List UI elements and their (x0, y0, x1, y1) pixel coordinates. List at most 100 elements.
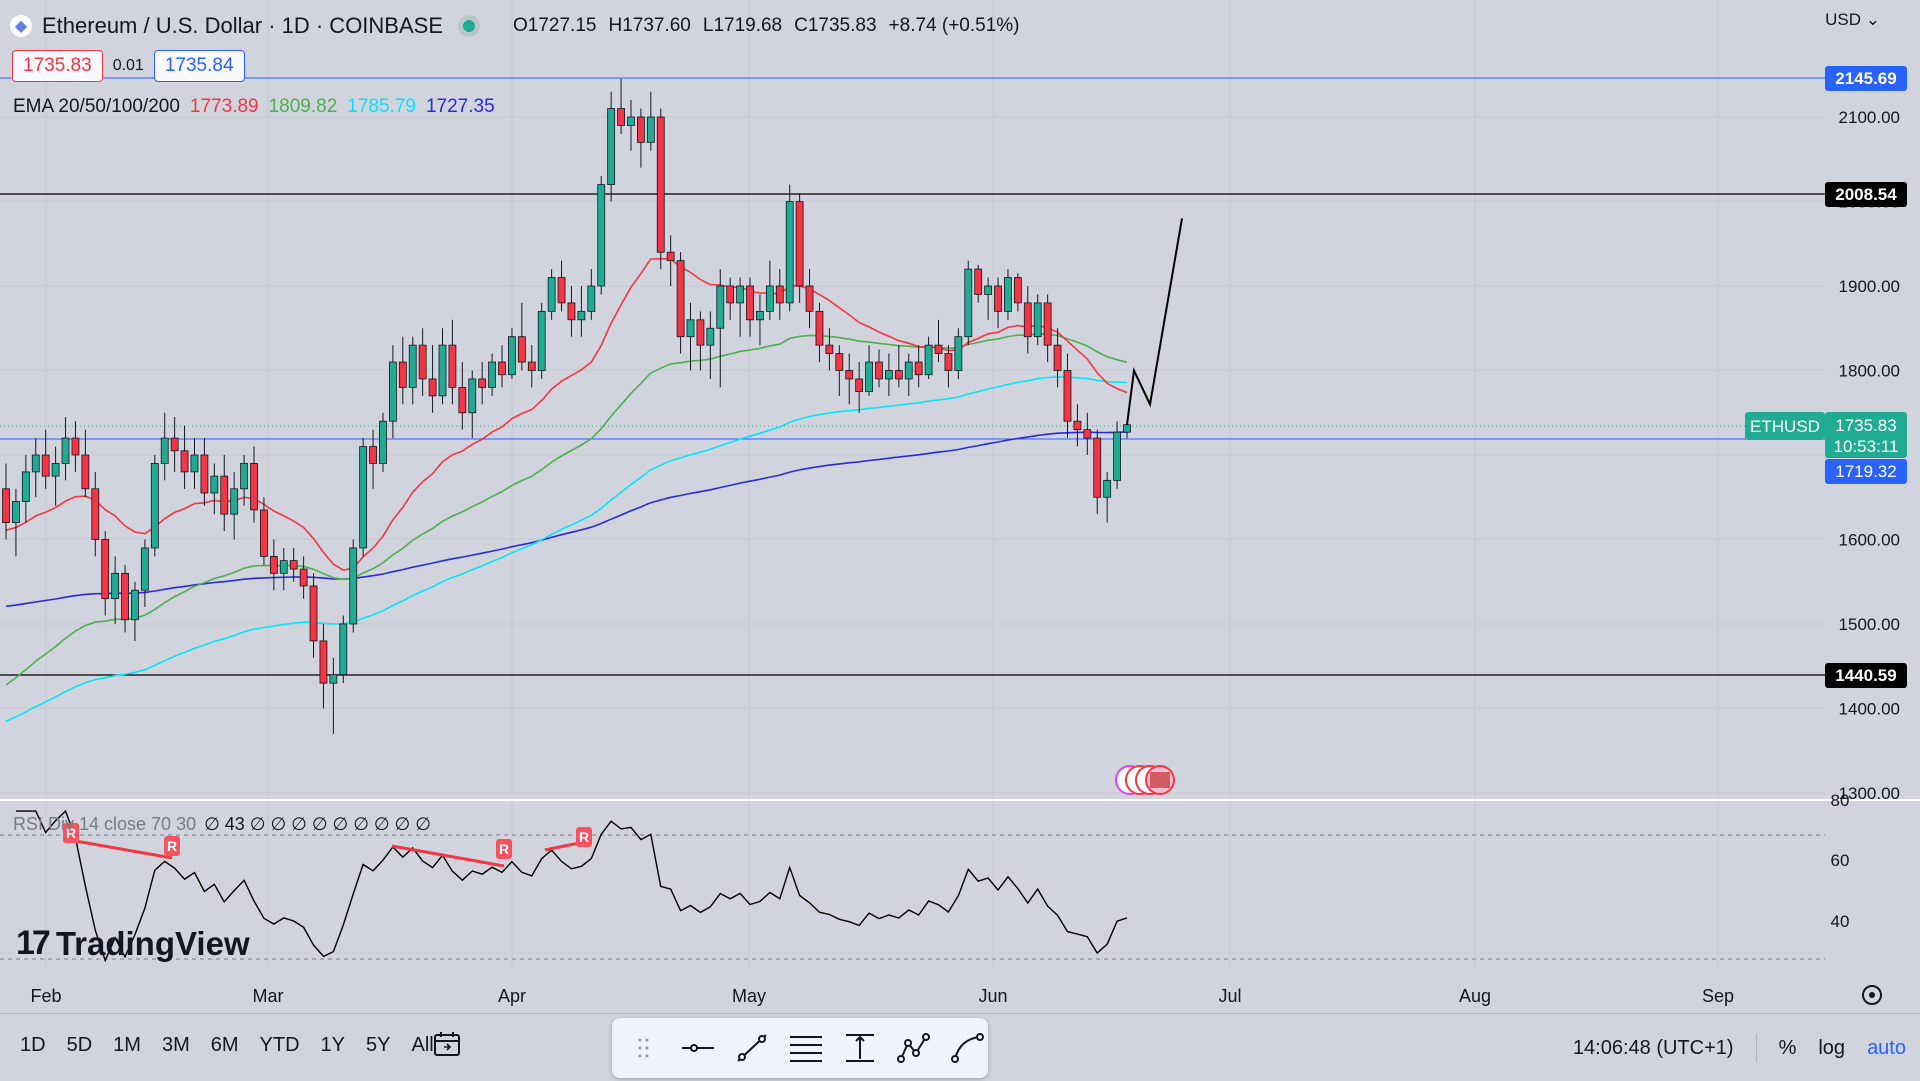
candle (428, 345, 437, 413)
price-tag-2145: 2145.69 (1825, 66, 1907, 91)
candle (369, 429, 377, 489)
candle (329, 657, 338, 734)
candle (567, 286, 576, 337)
percent-toggle[interactable]: % (1778, 1036, 1797, 1059)
pattern-tool-icon[interactable] (894, 1027, 934, 1069)
economic-events-icon[interactable] (1115, 765, 1175, 795)
auto-toggle[interactable]: auto (1867, 1036, 1906, 1059)
candle (944, 345, 953, 388)
rsi-marker-label: R (66, 825, 76, 841)
ema-legend[interactable]: EMA 20/50/100/200 1773.89 1809.82 1785.7… (13, 96, 495, 118)
candle (716, 269, 725, 388)
separator (1755, 1034, 1757, 1062)
clock-display[interactable]: 14:06:48 (UTC+1) (1572, 1036, 1734, 1059)
candle (885, 353, 893, 396)
last-price-tag: 1735.83 10:53:11 (1825, 412, 1907, 458)
buy-button[interactable]: 1735.84 (153, 50, 245, 82)
ema200-value: 1727.35 (425, 96, 495, 117)
sell-button[interactable]: 1735.83 (12, 50, 103, 82)
candle (666, 235, 675, 286)
time-axis-label: Mar (253, 986, 284, 1006)
rsi-divergence-marker: R (576, 827, 592, 847)
candle (2, 463, 10, 540)
range-button-1m[interactable]: 1M (113, 1034, 141, 1056)
candle (131, 581, 139, 641)
calendar-icon[interactable] (432, 1029, 462, 1059)
time-axis-settings-icon[interactable] (1862, 985, 1882, 1005)
candle (180, 425, 189, 489)
ethereum-icon: ◆ (10, 15, 32, 37)
candle (21, 455, 30, 523)
price-axis-label: 1900.00 (1839, 277, 1900, 296)
candle (170, 416, 179, 472)
chevron-down-icon: ⌄ (1865, 10, 1880, 29)
symbol-title[interactable]: Ethereum / U.S. Dollar · 1D · COINBASE (42, 13, 443, 38)
candle (438, 328, 447, 405)
candle (924, 336, 933, 379)
rsi-label: RSI Div 14 close 70 30 (13, 814, 197, 834)
candle (934, 319, 943, 363)
horizontal-line-tool-icon[interactable] (678, 1027, 718, 1069)
candle (547, 269, 556, 320)
candle (101, 531, 110, 616)
candle (736, 277, 745, 337)
range-button-1y[interactable]: 1Y (320, 1034, 346, 1056)
candle (1073, 404, 1082, 447)
range-button-1d[interactable]: 1D (20, 1034, 46, 1056)
rsi-legend[interactable]: RSI Div 14 close 70 30 ∅ 43 ∅ ∅ ∅ ∅ ∅ ∅ … (13, 814, 431, 835)
range-button-ytd[interactable]: YTD (259, 1034, 300, 1056)
fib-retracement-tool-icon[interactable] (786, 1027, 826, 1069)
currency-label: USD (1825, 10, 1862, 29)
candle (478, 362, 487, 405)
time-axis-label: Jun (978, 986, 1007, 1006)
rsi-marker-label: R (579, 829, 589, 845)
candle (408, 336, 417, 405)
time-axis-label: Aug (1459, 986, 1491, 1006)
range-button-5y[interactable]: 5Y (366, 1034, 391, 1056)
candle (627, 100, 635, 151)
close-value: C1735.83 (794, 15, 877, 36)
candle (914, 345, 923, 388)
currency-selector[interactable]: USD ⌄ (1825, 10, 1880, 30)
price-range-tool-icon[interactable] (840, 1027, 880, 1069)
candle (240, 455, 248, 506)
rsi-axis-label: 60 (1831, 851, 1850, 870)
log-toggle[interactable]: log (1818, 1036, 1846, 1059)
candle (121, 564, 129, 633)
price-tag-1719-text: 1719.32 (1835, 462, 1896, 481)
candle (597, 176, 606, 295)
candle (686, 302, 695, 371)
open-value: O1727.15 (513, 15, 597, 36)
candle (91, 471, 100, 557)
range-button-3m[interactable]: 3M (161, 1034, 190, 1056)
candle (339, 615, 348, 684)
tradingview-logo[interactable]: 17 TradingView (16, 924, 250, 963)
candle (1033, 294, 1042, 346)
candle (894, 345, 903, 388)
trend-line-tool-icon[interactable] (732, 1027, 772, 1069)
candle (51, 446, 60, 506)
projection-path (1126, 218, 1183, 425)
curve-tool-icon[interactable] (948, 1027, 988, 1069)
ohlc-values: O1727.15 H1737.60 L1719.68 C1735.83 +8.7… (513, 15, 1020, 37)
range-button-6m[interactable]: 6M (210, 1034, 239, 1056)
ema-label: EMA 20/50/100/200 (13, 96, 180, 117)
price-axis-label: 1400.00 (1839, 700, 1900, 719)
candle (875, 349, 883, 388)
candle (71, 421, 80, 472)
candle (537, 302, 546, 379)
range-button-5d[interactable]: 5D (66, 1034, 93, 1056)
candle (1103, 471, 1112, 523)
ema50-value: 1809.82 (268, 96, 338, 117)
price-tag-1719: 1719.32 (1825, 459, 1907, 484)
candle (1123, 423, 1131, 439)
drawing-tools-toolbar (612, 1018, 988, 1078)
candle (637, 108, 645, 168)
range-button-all[interactable]: All (411, 1034, 434, 1056)
candle (607, 91, 616, 202)
drag-handle-icon[interactable] (624, 1027, 664, 1069)
high-value: H1737.60 (608, 15, 691, 36)
candle (746, 277, 754, 337)
